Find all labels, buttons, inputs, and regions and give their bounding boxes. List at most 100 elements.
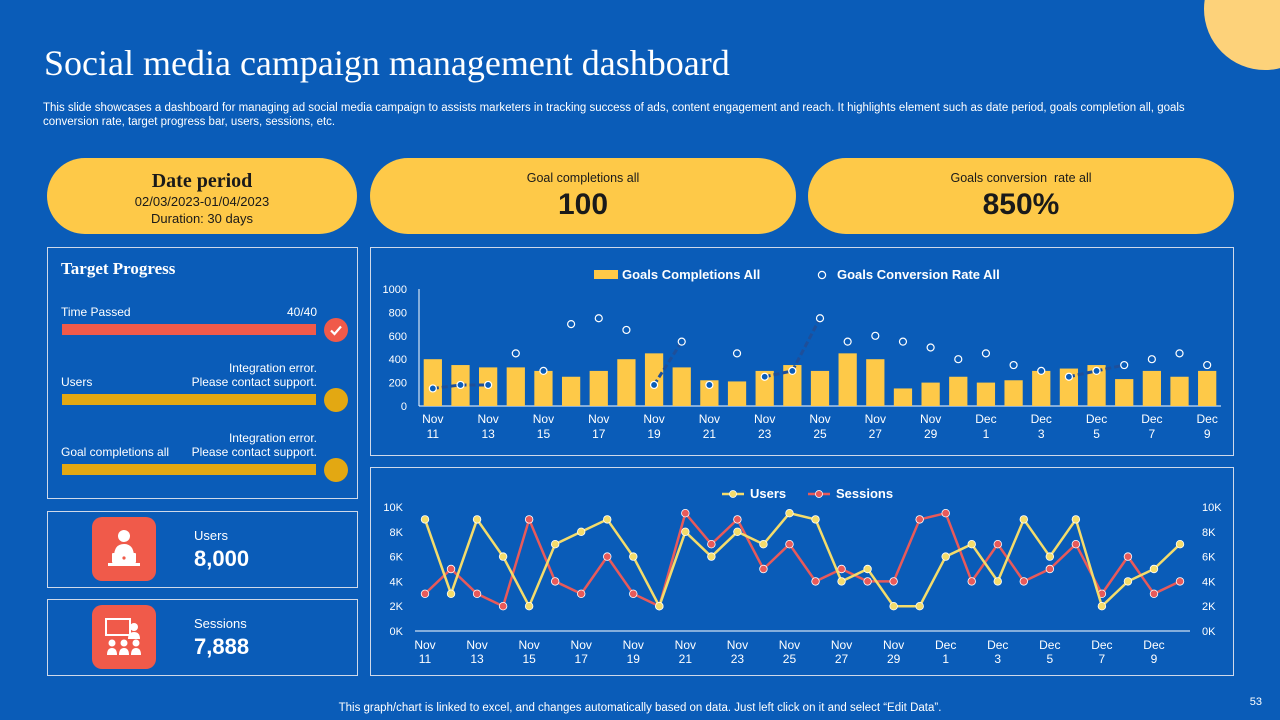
y-tick-label-left: 0K [390, 626, 404, 638]
bar-goals-completions [589, 370, 608, 406]
users-sessions-chart-panel: Users Sessions 0K 0K 2K 2K 4K 4K 6K 6K 8K 8K 10K 10K N… [370, 467, 1234, 676]
goals-progress-bar [62, 464, 316, 475]
dot-users [577, 527, 586, 536]
conversion-rate-segment [1068, 369, 1097, 379]
time-passed-label: Time Passed [61, 305, 131, 319]
x-tick-label: 11 [419, 652, 432, 666]
dot-sessions [837, 564, 846, 574]
x-tick-label: 15 [522, 652, 536, 666]
dot-sessions [550, 577, 560, 586]
conversion-rate-segment [791, 317, 822, 372]
x-tick-label: Nov [779, 638, 800, 652]
bar-goals-completions [810, 370, 830, 406]
x-tick-label: Nov [699, 412, 720, 426]
y-tick-label-left: 4K [390, 576, 404, 588]
dot-users [550, 539, 560, 549]
goals-chart-panel: Goals Completions All Goals Conversion Ra… [370, 247, 1234, 456]
bar-goals-completions [921, 382, 940, 406]
dot-sessions [498, 601, 508, 611]
users-kpi-label: Users [194, 528, 228, 543]
legend-label-conversion-rate: Goals Conversion Rate All [837, 267, 1000, 282]
legend-swatch-goals-completions [594, 270, 618, 279]
bar-goals-completions [1004, 380, 1023, 406]
dot-users [811, 515, 820, 524]
dot-users [1175, 539, 1185, 549]
legend-marker-sessions [815, 490, 823, 498]
x-tick-label: Nov [643, 412, 664, 426]
dot-users [1123, 577, 1133, 586]
x-tick-label: 9 [1151, 652, 1158, 666]
x-tick-label: Nov [675, 638, 696, 652]
x-tick-label: 27 [835, 652, 849, 666]
y-tick-label: 200 [389, 378, 407, 390]
dot-users [759, 539, 768, 549]
sessions-kpi-label: Sessions [194, 616, 247, 631]
dot-users [1071, 515, 1081, 524]
x-tick-label: 13 [481, 427, 495, 441]
dot-users [993, 577, 1002, 586]
goals-error-message: Integration error. Please contact suppor… [191, 431, 317, 459]
dot-conversion-rate [1120, 360, 1129, 370]
dot-sessions [603, 552, 612, 561]
x-tick-label: 17 [592, 427, 606, 441]
x-tick-label: Nov [831, 638, 852, 652]
dot-sessions [733, 515, 742, 524]
dot-sessions [759, 564, 768, 574]
x-tick-label: Dec [1141, 412, 1162, 426]
bar-goals-completions [700, 380, 719, 406]
bar-goals-completions [866, 359, 885, 406]
dot-sessions [1045, 564, 1055, 574]
target-progress-title: Target Progress [61, 259, 176, 278]
y-tick-label: 0 [401, 401, 407, 413]
bar-goals-completions [617, 359, 636, 406]
dot-conversion-rate [428, 384, 437, 393]
dot-sessions [681, 509, 690, 518]
dot-users [420, 515, 430, 524]
dot-users [629, 552, 638, 561]
decorative-circle [1204, 0, 1280, 70]
x-tick-label: 7 [1099, 652, 1106, 666]
x-tick-label: Nov [865, 412, 886, 426]
dot-conversion-rate [677, 337, 686, 346]
x-tick-label: Dec [1086, 412, 1107, 426]
dot-conversion-rate [594, 314, 603, 323]
dot-users [1045, 552, 1055, 561]
team-meeting-icon [92, 605, 156, 669]
dot-users [681, 527, 690, 536]
legend-label-users: Users [750, 486, 786, 501]
dot-conversion-rate [484, 380, 493, 390]
goals-chart: Goals Completions All Goals Conversion Ra… [383, 267, 1221, 441]
x-tick-label: Nov [414, 638, 435, 652]
x-tick-label: Nov [571, 638, 592, 652]
users-kpi-value: 8,000 [194, 546, 250, 571]
dot-conversion-rate [871, 331, 880, 340]
y-tick-label-right: 8K [1202, 527, 1216, 539]
x-tick-label: 13 [470, 652, 484, 666]
dot-sessions [707, 539, 716, 549]
x-tick-label: Nov [533, 412, 554, 426]
x-tick-label: 23 [758, 427, 772, 441]
y-tick-label-left: 6K [390, 552, 404, 564]
x-tick-label: 21 [703, 427, 717, 441]
dot-conversion-rate [649, 380, 659, 390]
bar-goals-completions [672, 367, 691, 406]
dot-sessions [967, 577, 976, 586]
x-tick-label: 29 [887, 652, 901, 666]
dot-conversion-rate [705, 380, 714, 390]
y-tick-label-right: 0K [1202, 626, 1216, 638]
page-subtitle: This slide showcases a dashboard for man… [43, 102, 1185, 128]
dot-conversion-rate [539, 366, 548, 376]
dot-conversion-rate [843, 337, 852, 346]
bar-goals-completions [755, 370, 774, 406]
dot-conversion-rate [567, 319, 576, 329]
dot-sessions [915, 515, 924, 524]
x-tick-label: 7 [1149, 427, 1156, 441]
dot-sessions [1175, 577, 1185, 586]
bar-goals-completions [506, 367, 525, 406]
bar-goals-completions [893, 388, 913, 406]
dot-sessions [785, 539, 794, 549]
check-icon [324, 318, 348, 342]
page-number: 53 [1249, 696, 1262, 708]
x-tick-label: Nov [809, 412, 830, 426]
bar-goals-completions [783, 365, 802, 406]
